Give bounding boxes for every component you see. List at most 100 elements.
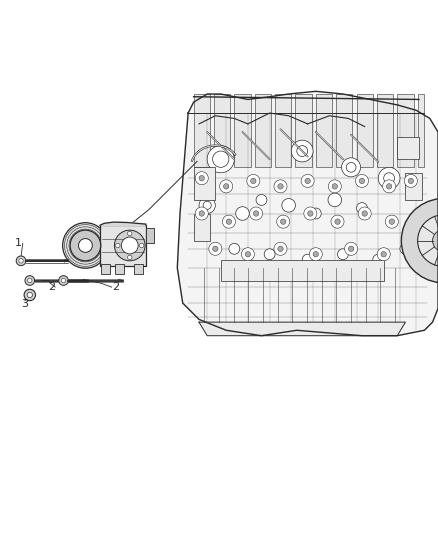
Circle shape [121,237,138,254]
Bar [275,94,291,167]
Circle shape [195,172,208,185]
Circle shape [359,178,365,184]
Circle shape [338,249,348,260]
Text: 3: 3 [21,298,28,309]
Circle shape [247,174,260,188]
Circle shape [348,246,354,252]
Circle shape [236,207,249,220]
Circle shape [378,167,400,189]
Circle shape [253,211,259,216]
Circle shape [377,248,390,261]
Bar [255,94,271,167]
Circle shape [304,207,317,220]
Polygon shape [199,322,406,336]
Circle shape [220,180,233,193]
Wedge shape [433,230,438,252]
Circle shape [345,243,357,255]
Circle shape [27,292,32,297]
Bar [234,94,251,167]
Circle shape [274,243,287,255]
Circle shape [199,211,205,216]
Bar [406,173,422,200]
Bar [295,94,312,167]
Circle shape [212,246,218,252]
Circle shape [297,146,307,157]
Bar [134,264,143,273]
Bar [221,260,384,281]
Circle shape [362,211,367,216]
Bar [336,94,353,167]
Circle shape [278,184,283,189]
Circle shape [301,174,314,188]
Circle shape [229,244,240,254]
Circle shape [127,255,132,260]
Circle shape [245,252,251,257]
Bar [397,138,419,159]
Circle shape [282,199,295,212]
Text: 1: 1 [15,238,22,248]
Circle shape [311,208,321,219]
Bar [100,225,146,265]
Circle shape [408,178,413,184]
Circle shape [59,276,68,285]
Circle shape [313,252,318,257]
Bar [316,94,332,167]
Bar [194,94,210,167]
Circle shape [384,173,395,184]
Circle shape [63,223,108,268]
Circle shape [342,158,360,177]
Circle shape [256,195,267,205]
Circle shape [280,219,286,224]
Circle shape [358,207,371,220]
Circle shape [116,243,120,248]
Circle shape [381,252,386,257]
Circle shape [241,248,254,261]
Circle shape [305,178,311,184]
Circle shape [386,184,392,189]
Circle shape [264,249,275,260]
Bar [377,94,393,167]
Circle shape [277,215,290,228]
Circle shape [356,174,368,188]
Circle shape [400,244,411,254]
Circle shape [357,203,367,214]
Circle shape [207,146,234,173]
Bar [214,94,230,167]
Wedge shape [401,199,438,282]
Circle shape [332,184,338,189]
Circle shape [404,174,417,188]
Text: 2: 2 [48,282,55,292]
Circle shape [199,175,205,181]
Circle shape [212,151,229,167]
Circle shape [226,219,232,224]
Circle shape [307,211,313,216]
Circle shape [309,248,322,261]
Bar [101,264,110,273]
Circle shape [346,163,356,172]
Circle shape [114,230,145,261]
Circle shape [61,278,66,282]
Circle shape [70,230,101,261]
Circle shape [250,207,262,220]
Circle shape [223,184,229,189]
Bar [194,214,210,241]
Circle shape [335,219,340,224]
Wedge shape [417,215,438,266]
Circle shape [302,254,313,265]
Circle shape [389,219,395,224]
Circle shape [251,178,256,184]
Circle shape [16,256,26,265]
Bar [397,94,413,167]
Bar [194,167,215,200]
Circle shape [78,239,92,252]
Circle shape [331,215,344,228]
Circle shape [274,180,287,193]
Circle shape [127,231,132,236]
Bar [146,228,154,244]
Circle shape [24,289,35,301]
Bar [417,94,424,167]
Circle shape [199,197,215,214]
Circle shape [223,215,235,228]
Polygon shape [100,222,146,225]
Circle shape [28,278,32,282]
